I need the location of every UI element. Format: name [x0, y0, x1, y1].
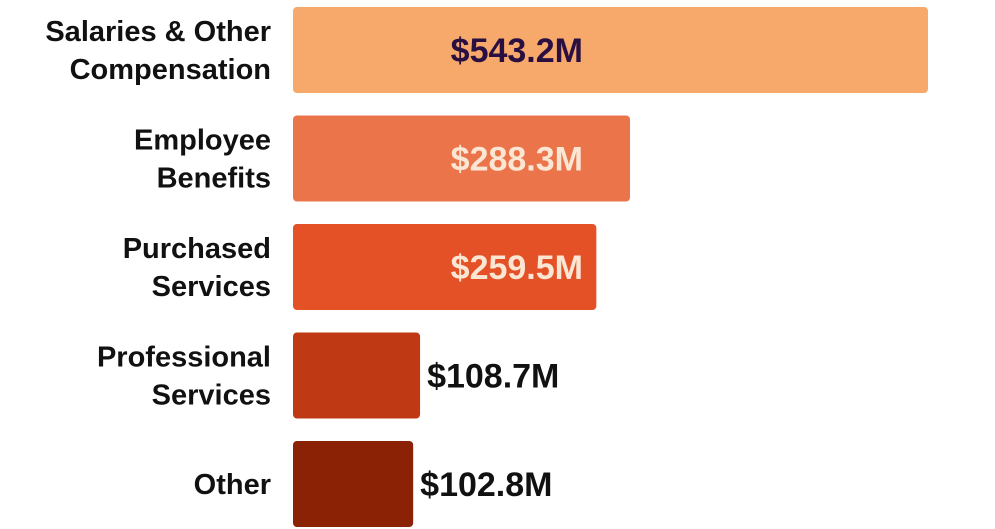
- category-label-line: Salaries & Other: [45, 16, 271, 48]
- category-label-line: Other: [194, 469, 271, 501]
- value-label-2: $259.5M: [451, 249, 583, 287]
- category-label-line: Services: [152, 271, 271, 303]
- category-label-line: Employee: [134, 125, 271, 157]
- category-label-line: Compensation: [70, 54, 271, 86]
- bar-1: [293, 115, 631, 202]
- value-label-0: $543.2M: [451, 32, 583, 70]
- bar-4: [293, 441, 414, 527]
- category-label-3: Professional Services: [97, 342, 271, 412]
- category-label-line: Services: [152, 380, 271, 412]
- value-label-4: $102.8M: [420, 466, 552, 504]
- category-label-0: Salaries & Other Compensation: [45, 16, 271, 86]
- bar-3: [293, 332, 421, 419]
- category-label-line: Professional: [97, 342, 271, 374]
- bar-2: [293, 224, 597, 310]
- value-label-3: $108.7M: [427, 358, 559, 396]
- category-label-line: Purchased: [123, 233, 271, 265]
- category-label-2: Purchased Services: [123, 233, 271, 303]
- bar-0: [293, 7, 928, 93]
- value-label-1: $288.3M: [451, 141, 583, 179]
- category-label-4: Other: [194, 469, 271, 501]
- category-label-line: Benefits: [157, 163, 271, 195]
- category-label-1: Employee Benefits: [134, 125, 271, 195]
